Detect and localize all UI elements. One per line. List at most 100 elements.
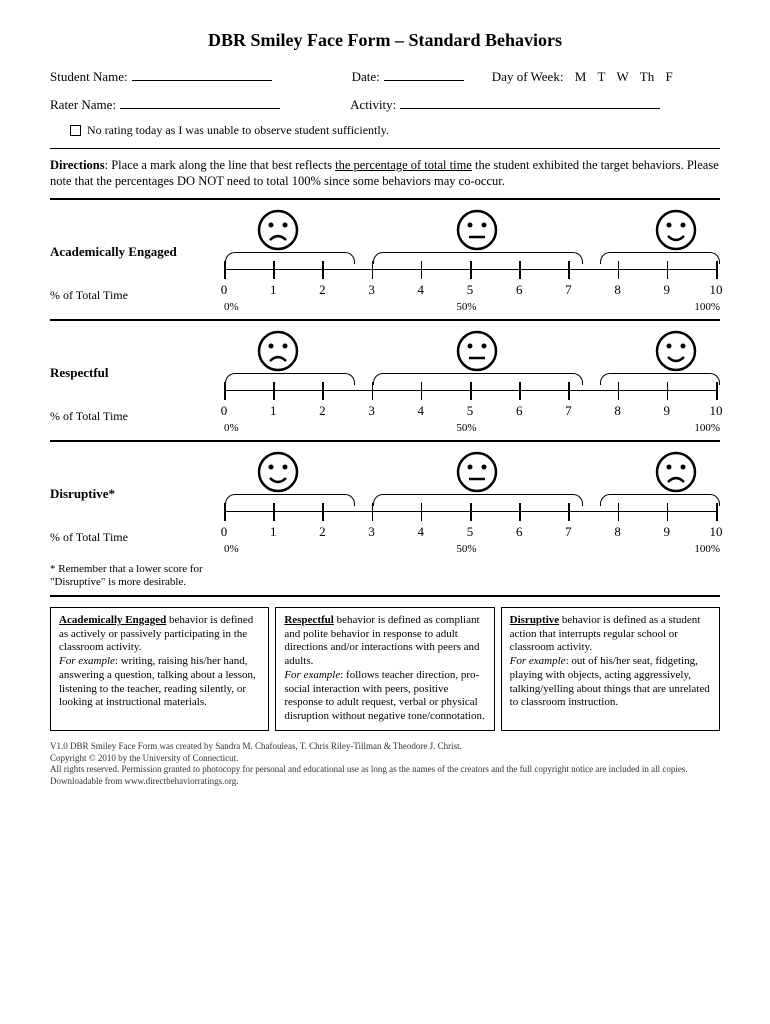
tick-label: 10 (710, 524, 723, 540)
tick (273, 382, 275, 400)
tick (716, 261, 718, 279)
day-f[interactable]: F (665, 69, 672, 84)
tick (372, 503, 374, 521)
faces-row (220, 450, 720, 494)
tick (273, 261, 275, 279)
directions-underline: the percentage of total time (335, 158, 472, 172)
tick-label: 3 (368, 403, 375, 419)
definitions: Academically Engaged behavior is defined… (50, 607, 720, 731)
number-line[interactable]: 012345678910 (224, 390, 716, 420)
pct-left: 0% (224, 543, 239, 555)
faces-row (220, 208, 720, 252)
tick-label: 4 (418, 282, 425, 298)
tick-label: 8 (614, 403, 621, 419)
tick (568, 261, 570, 279)
day-t[interactable]: T (598, 69, 606, 84)
def-example-label: For example (284, 669, 340, 681)
behavior-sub: % of Total Time (50, 288, 220, 303)
footer-line: All rights reserved. Permission granted … (50, 764, 720, 776)
tick-label: 8 (614, 282, 621, 298)
tick (421, 382, 423, 400)
tick (322, 503, 324, 521)
tick (667, 382, 669, 400)
sad-face-icon (256, 208, 300, 252)
directions-text1: : Place a mark along the line that best … (105, 158, 335, 172)
date-input[interactable] (384, 67, 464, 81)
definition-box: Respectful behavior is defined as compli… (275, 607, 494, 731)
footer-line: Downloadable from www.directbehaviorrati… (50, 776, 720, 788)
happy-face-icon (256, 450, 300, 494)
def-term: Disruptive (510, 614, 560, 626)
day-th[interactable]: Th (640, 69, 654, 84)
tick (224, 503, 226, 521)
tick (519, 503, 521, 521)
neutral-face-icon (455, 450, 499, 494)
tick-label: 2 (319, 403, 326, 419)
rater-name-label: Rater Name: (50, 97, 116, 113)
behavior-section: Disruptive* % of Total Time * Remember tha… (50, 442, 720, 597)
directions-label: Directions (50, 158, 105, 172)
day-of-week-label: Day of Week: (492, 69, 564, 84)
tick-label: 0 (221, 282, 228, 298)
header-row-2: Rater Name: Activity: (50, 95, 720, 113)
pct-right: 100% (694, 422, 720, 434)
tick (273, 503, 275, 521)
pct-row: 0%50%100% (220, 543, 720, 555)
faces-row (220, 329, 720, 373)
def-example-label: For example (510, 655, 566, 667)
tick (322, 382, 324, 400)
footer-line: Copyright © 2010 by the University of Co… (50, 753, 720, 765)
tick-label: 1 (270, 403, 277, 419)
tick-label: 10 (710, 403, 723, 419)
happy-face-icon (654, 208, 698, 252)
tick (618, 382, 620, 400)
behavior-name: Disruptive* (50, 486, 220, 502)
behavior-section: Respectful% of Total Time0123456789100%5… (50, 321, 720, 442)
behavior-note: * Remember that a lower score for "Disru… (50, 563, 220, 589)
tick-label: 8 (614, 524, 621, 540)
tick-label: 4 (418, 403, 425, 419)
tick (421, 261, 423, 279)
no-rating-row: No rating today as I was unable to obser… (70, 123, 720, 138)
tick (224, 382, 226, 400)
tick (568, 382, 570, 400)
def-term: Respectful (284, 614, 334, 626)
tick-label: 1 (270, 524, 277, 540)
day-w[interactable]: W (616, 69, 628, 84)
rater-name-input[interactable] (120, 95, 280, 109)
day-m[interactable]: M (575, 69, 587, 84)
tick (568, 503, 570, 521)
definition-box: Disruptive behavior is defined as a stud… (501, 607, 720, 731)
tick (519, 261, 521, 279)
tick (618, 503, 620, 521)
tick (372, 382, 374, 400)
number-line[interactable]: 012345678910 (224, 269, 716, 299)
tick-label: 7 (565, 524, 572, 540)
tick (667, 503, 669, 521)
tick (470, 382, 472, 400)
tick-label: 2 (319, 282, 326, 298)
number-line[interactable]: 012345678910 (224, 511, 716, 541)
behavior-sub: % of Total Time (50, 409, 220, 424)
tick-label: 6 (516, 403, 523, 419)
pct-mid: 50% (456, 543, 476, 555)
tick-label: 2 (319, 524, 326, 540)
tick (716, 503, 718, 521)
tick-label: 7 (565, 282, 572, 298)
tick (322, 261, 324, 279)
tick (716, 382, 718, 400)
pct-row: 0%50%100% (220, 422, 720, 434)
tick (372, 261, 374, 279)
student-name-input[interactable] (132, 67, 272, 81)
activity-label: Activity: (350, 97, 396, 113)
pct-left: 0% (224, 301, 239, 313)
no-rating-checkbox[interactable] (70, 125, 81, 136)
behavior-sub: % of Total Time (50, 530, 220, 545)
tick-label: 7 (565, 403, 572, 419)
def-example-label: For example (59, 655, 115, 667)
happy-face-icon (654, 329, 698, 373)
divider (50, 148, 720, 149)
activity-input[interactable] (400, 95, 660, 109)
tick-label: 6 (516, 282, 523, 298)
tick (519, 382, 521, 400)
